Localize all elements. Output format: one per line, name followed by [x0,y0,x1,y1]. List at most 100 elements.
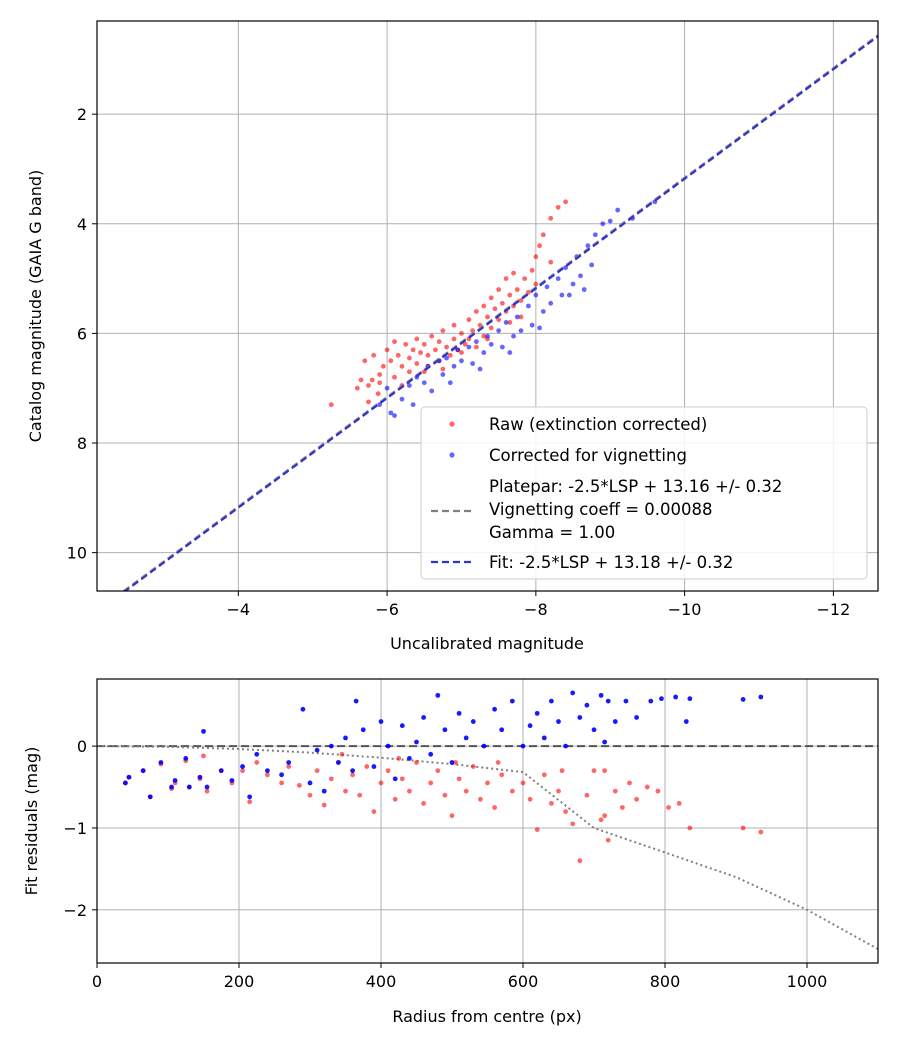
top-y-axis-label: Catalog magnitude (GAIA G band) [26,170,45,442]
corrected-residual-point [197,774,203,780]
raw-point [481,333,487,339]
corrected-residual-point [229,778,235,783]
corrected-residual-point [392,776,398,782]
corrected-point [421,380,427,386]
raw-residual-point [495,760,501,765]
corrected-residual-point [350,768,355,774]
raw-residual-point [343,788,348,794]
raw-point [377,380,383,386]
corrected-point [429,388,435,394]
corrected-point [392,413,397,419]
corrected-point [407,383,412,388]
bottom-grid [96,679,878,963]
corrected-point [518,328,524,334]
corrected-residual-point [201,728,206,734]
corrected-residual-point [758,694,764,700]
corrected-point [548,300,554,306]
raw-residual-point [584,792,590,798]
raw-residual-point [470,764,476,769]
corrected-residual-point [687,696,693,702]
corrected-residual-point [300,706,306,712]
corrected-point [526,303,531,309]
raw-residual-point [627,780,632,786]
raw-residual-point [204,788,210,794]
bottom-reference-lines [97,745,878,950]
bottom-x-tick-label: 800 [650,972,681,991]
raw-residual-point [428,780,434,786]
bottom-y-tick-label: 0 [77,737,87,756]
corrected-residual-point [158,760,164,765]
corrected-residual-point [534,710,540,716]
legend-platepar-line: Platepar: -2.5*LSP + 13.16 +/- 0.32 [489,477,782,496]
raw-point [440,328,446,334]
raw-point [414,361,420,366]
corrected-residual-point [549,698,554,704]
corrected-residual-point [314,747,320,753]
corrected-point [511,333,516,339]
fit-line [123,35,878,591]
raw-residual-point [350,772,355,778]
corrected-point [529,322,535,328]
raw-residual-point [570,821,576,827]
corrected-residual-point [172,778,178,783]
raw-point [392,339,397,345]
raw-residual-point [296,782,302,788]
raw-point [358,377,364,383]
raw-residual-point [492,805,497,810]
top-x-tick-label: −4 [227,600,251,619]
raw-point [407,369,412,375]
bottom-y-axis-label: Fit residuals (mag) [22,747,41,896]
raw-residual-point [655,788,661,794]
raw-residual-point [541,772,547,778]
raw-residual-point [201,753,206,759]
raw-residual-point [453,760,458,765]
corrected-residual-point [147,794,153,800]
corrected-point [600,221,606,227]
top-x-tick-label: −10 [668,600,702,619]
corrected-point [488,341,494,347]
raw-point [380,363,386,369]
corrected-residual-point [577,715,583,720]
raw-residual-point [279,780,284,786]
corrected-point [399,396,405,402]
top-legend: Raw (extinction corrected) Corrected for… [420,406,868,580]
bottom-y-tick-label: −2 [63,901,87,920]
raw-point [421,341,427,347]
corrected-point [537,325,542,331]
corrected-point [592,232,598,238]
raw-residual-point [407,788,412,794]
raw-residual-point [254,760,260,765]
raw-point [444,344,449,350]
corrected-residual-point [509,698,515,704]
raw-point [425,352,431,358]
top-x-tick-label: −8 [524,600,548,619]
bottom-tick-labels: 0 200 400 600 800 1000 0 −1 −2 [63,737,827,991]
corrected-residual-point [605,698,611,704]
corrected-residual-point [371,764,377,769]
raw-residual-point [602,768,608,774]
raw-point [429,333,435,339]
raw-point [533,254,539,260]
corrected-residual-point [186,784,192,790]
corrected-point [578,273,583,279]
corrected-residual-point [353,698,359,704]
raw-point [414,336,420,342]
legend-platepar-line: Vignetting coeff = 0.00088 [489,500,713,519]
raw-point [540,232,546,238]
raw-residual-point [357,792,363,798]
top-plot-frame [96,20,879,592]
bottom-x-tick-label: 1000 [787,972,828,991]
raw-residual-point [364,764,370,769]
corrected-point [555,276,561,281]
raw-point [418,350,423,355]
corrected-point [607,218,613,224]
raw-residual-point [449,813,455,819]
vignetting-curve [97,745,878,950]
raw-point [395,352,401,358]
raw-point [473,309,479,314]
legend-label-fit: Fit: -2.5*LSP + 13.18 +/- 0.32 [489,553,733,572]
legend-label-platepar: Platepar: -2.5*LSP + 13.16 +/- 0.32 Vigne… [489,477,782,542]
top-x-tick-label: −6 [375,600,399,619]
raw-point [366,383,371,388]
raw-point [462,341,468,347]
